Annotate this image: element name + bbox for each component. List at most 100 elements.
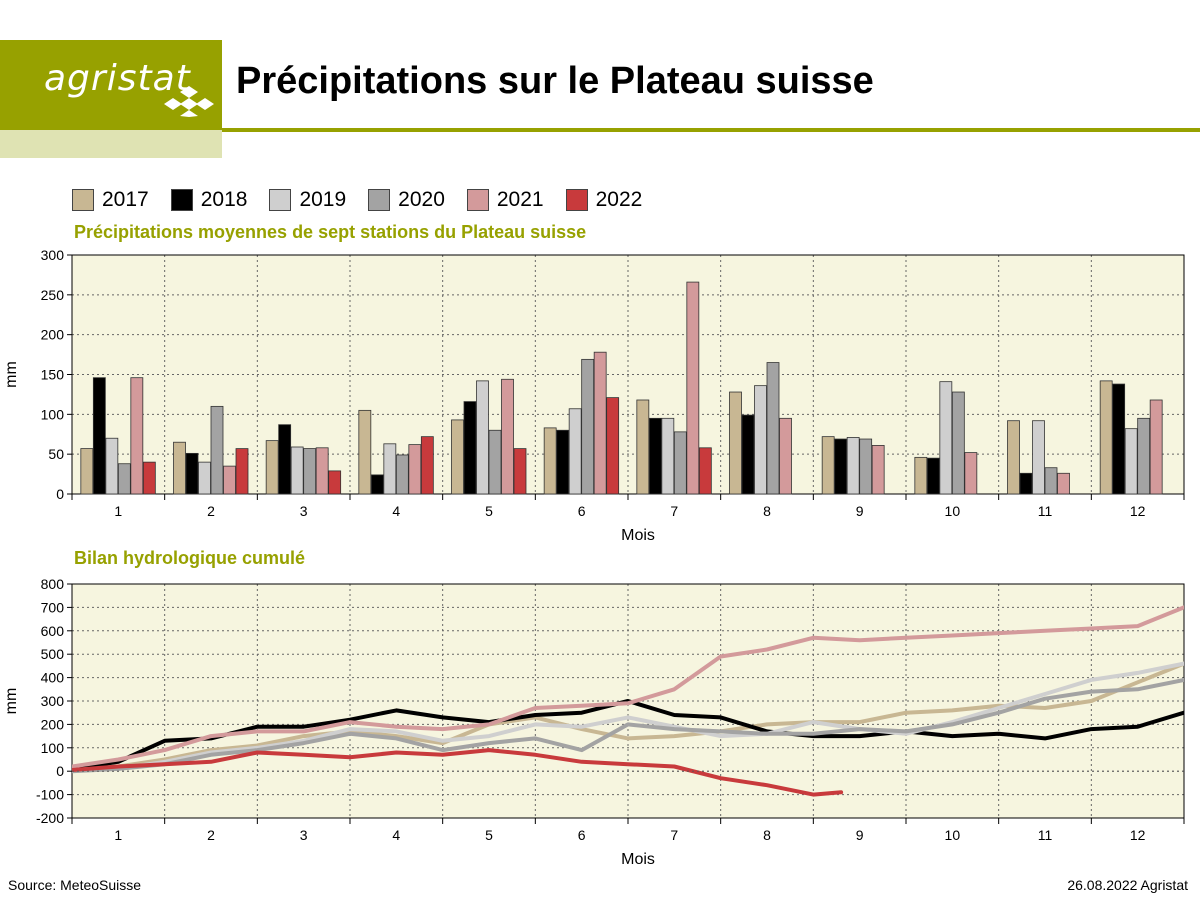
line-chart-ytick-label: 700 [41,599,65,615]
bar-chart-ytick-label: 200 [41,327,65,343]
bar-2017-month-6 [543,427,557,495]
bar-2022-month-2 [235,448,249,495]
line-chart-ytick-label: 600 [41,623,65,639]
page-title: Précipitations sur le Plateau suisse [236,60,874,102]
bar-chart-ytick-label: 100 [41,406,65,422]
line-series-2019 [72,661,1184,772]
bar-2020-month-3 [303,448,317,495]
legend-label: 2021 [496,188,544,211]
bar-2020-month-9 [859,438,873,495]
bar-2021-month-9 [871,445,885,495]
bar-2018-month-12 [1112,383,1126,495]
bar-2021-month-1 [130,377,144,495]
line-chart-ytick-label: 800 [41,576,65,592]
bar-2017-month-2 [173,441,186,495]
line-chart-x-axis-title: Mois [621,851,655,868]
bar-chart-xtick-label: 8 [763,503,771,519]
logo-underline-strip [0,130,222,158]
legend-swatch [170,189,193,211]
legend-label: 2022 [595,188,643,211]
line-chart-ytick-label: -200 [36,810,64,826]
bar-2017-month-10 [914,456,928,495]
line-chart-xtick-label: 3 [300,827,308,843]
line-series-2017 [72,661,1184,771]
bar-2018-month-3 [278,424,292,495]
bar-chart-xtick-label: 3 [300,503,308,519]
line-chart-xtick-label: 10 [945,827,961,843]
bar-2021-month-7 [686,281,700,495]
bar-chart-ytick-label: 300 [41,247,65,263]
agristat-logo-icon [164,86,214,117]
bar-2020-month-10 [951,391,965,495]
bar-2017-month-5 [451,419,464,495]
bar-2021-month-12 [1149,399,1163,495]
bar-2020-month-8 [766,362,780,495]
bar-2022-month-4 [420,436,434,495]
bar-2020-month-2 [210,405,224,495]
source-note: Source: MeteoSuisse [8,877,142,893]
bar-2018-month-11 [1019,472,1033,495]
legend-item-2018: 2018 [170,188,248,212]
legend-swatch [466,189,489,211]
bar-2017-month-1 [80,448,94,495]
legend-label: 2017 [102,188,149,211]
line-chart-xtick-label: 9 [856,827,864,843]
legend-label: 2019 [299,188,347,211]
bar-chart-xtick-label: 1 [114,503,122,519]
bar-2021-month-3 [315,447,329,495]
legend-item-2022: 2022 [565,188,643,212]
bar-2021-month-8 [779,417,792,495]
bar-2021-month-10 [964,452,978,495]
bar-chart-xtick-label: 7 [670,503,678,519]
bar-2020-month-6 [581,358,595,495]
bar-2017-month-8 [729,391,742,495]
bar-2018-month-7 [648,417,662,495]
bar-2022-month-5 [513,448,527,495]
bar-2019-month-4 [383,443,397,495]
bar-chart-xtick-label: 12 [1130,503,1146,519]
line-chart-xtick-label: 5 [485,827,493,843]
line-chart-xtick-label: 6 [578,827,586,843]
bar-2017-month-9 [821,436,835,495]
line-chart-ytick-label: 0 [56,763,64,779]
bar-2020-month-1 [117,463,131,495]
line-chart-xtick-label: 1 [114,827,122,843]
bar-2019-month-5 [476,380,489,495]
bar-2018-month-2 [185,452,199,495]
bar-2021-month-6 [593,351,607,495]
bar-2022-month-3 [328,470,342,495]
line-chart-y-axis-title: mm [3,688,20,715]
line-series-2018 [72,699,1184,771]
legend-label: 2018 [200,188,248,211]
bar-chart-ytick-label: 0 [56,486,64,502]
line-chart-ytick-label: 500 [41,646,65,662]
header-rule [222,128,1200,132]
bar-2018-month-10 [926,457,940,495]
bar-chart-ytick-label: 250 [41,287,65,303]
bar-chart-ytick-label: 150 [41,367,65,383]
bar-2018-month-1 [92,377,106,495]
logo-text: agristat [44,58,191,99]
line-chart-xtick-label: 11 [1038,827,1053,843]
bar-2021-month-5 [501,378,514,495]
bar-2020-month-12 [1137,417,1151,495]
bar-2018-month-8 [741,414,755,495]
line-series-2020 [72,677,1184,774]
date-note: 26.08.2022 Agristat [1067,877,1188,893]
bar-2020-month-5 [488,429,502,495]
bar-chart-x-axis-title: Mois [621,527,655,544]
line-chart-xtick-label: 2 [207,827,215,843]
line-chart-ytick-label: 300 [41,693,65,709]
bar-2018-month-4 [370,474,384,495]
chart-legend: 2017 2018 2019 2020 2021 2022 [72,186,664,214]
line-chart-ytick-label: 200 [41,716,65,732]
bar-2017-month-4 [358,409,372,495]
bar-2019-month-6 [568,408,582,495]
bar-2020-month-7 [673,431,687,495]
bar-chart-xtick-label: 6 [578,503,586,519]
bar-chart-y-axis-title: mm [3,361,20,388]
legend-swatch [368,189,391,211]
legend-item-2017: 2017 [72,188,149,212]
bar-2017-month-3 [265,440,279,495]
